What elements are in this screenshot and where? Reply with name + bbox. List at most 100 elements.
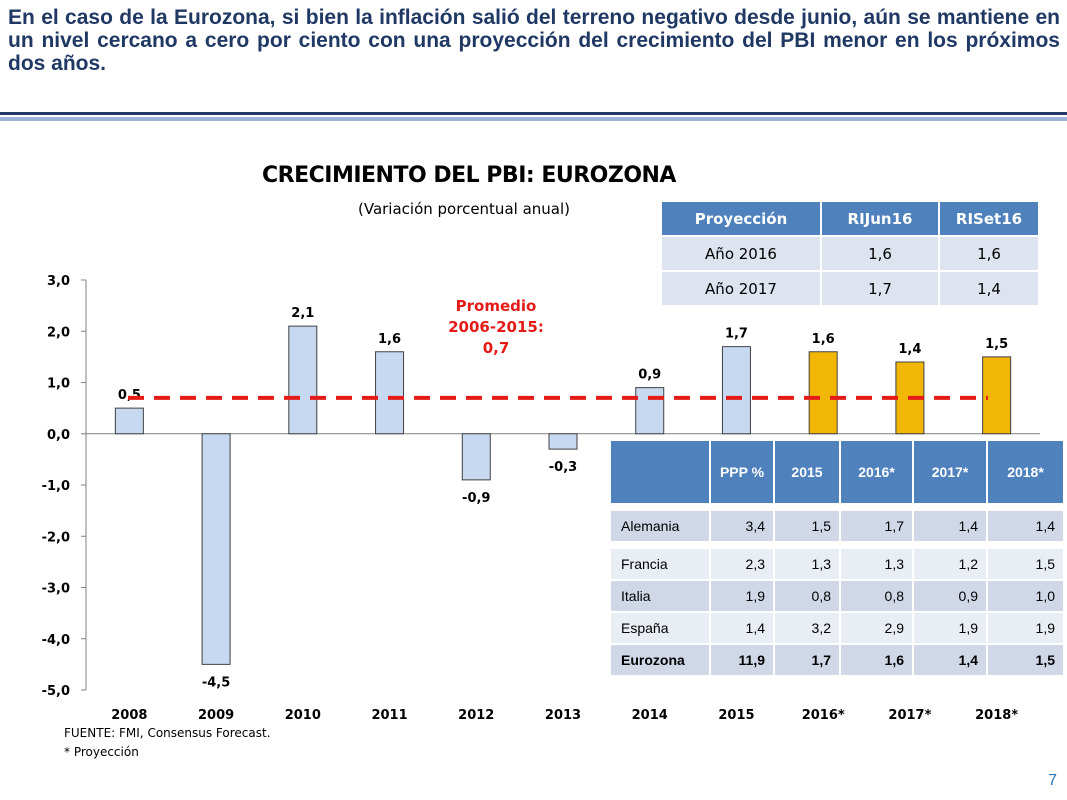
y-tick-label: -2,0	[42, 530, 70, 545]
data-label: 0,9	[638, 368, 661, 383]
table-cell: 1,3	[839, 547, 914, 581]
table-cell: 1,5	[773, 509, 841, 543]
y-tick-label: 0,0	[47, 428, 70, 443]
table-cell: 0,8	[839, 579, 914, 613]
table-cell: 3,2	[773, 611, 841, 645]
y-tick-label: -3,0	[42, 582, 70, 597]
table-cell: 0,8	[773, 579, 841, 613]
table-cell: 1,7	[839, 509, 914, 543]
y-tick-label: 3,0	[47, 274, 70, 289]
table-cell: 1,2	[912, 547, 988, 581]
country-cell: Alemania	[609, 509, 711, 543]
table-spacer	[610, 542, 1064, 548]
x-tick-label: 2013	[545, 708, 581, 723]
table-row: España 1,4 3,2 2,9 1,9 1,9	[609, 611, 1065, 645]
projection-header-cell: Proyección	[660, 200, 822, 237]
average-label: Promedio	[456, 297, 537, 315]
x-tick-label: 2012	[458, 708, 494, 723]
data-label: 1,5	[985, 337, 1008, 352]
table-row: Italia 1,9 0,8 0,8 0,9 1,0	[609, 579, 1065, 613]
y-tick-label: -4,0	[42, 633, 70, 648]
table-cell: 3,4	[709, 509, 775, 543]
data-label: -4,5	[202, 675, 230, 690]
table-cell: 11,9	[709, 643, 775, 677]
average-label: 2006-2015:	[448, 318, 544, 336]
x-tick-label: 2009	[198, 708, 234, 723]
country-cell: Italia	[609, 579, 711, 613]
projection-note: * Proyección	[64, 745, 139, 759]
table-cell: 1,7	[820, 270, 940, 307]
projection-header-cell: RISet16	[938, 200, 1040, 237]
ppp-header-cell	[609, 439, 711, 505]
bar	[982, 356, 1012, 435]
bar	[201, 433, 231, 665]
data-label: 2,1	[291, 306, 314, 321]
country-cell: Eurozona	[609, 643, 711, 677]
header-rule	[0, 112, 1067, 115]
x-tick-label: 2010	[285, 708, 321, 723]
y-tick-label: 2,0	[47, 325, 70, 340]
table-cell: 1,4	[986, 509, 1065, 543]
table-cell: 1,4	[709, 611, 775, 645]
bar	[635, 387, 665, 435]
projection-header-cell: RIJun16	[820, 200, 940, 237]
bar	[288, 325, 318, 435]
y-tick-label: -1,0	[42, 479, 70, 494]
table-cell: 1,9	[986, 611, 1065, 645]
ppp-header-cell: PPP %	[709, 439, 775, 505]
x-tick-label: 2017*	[888, 708, 931, 723]
projection-table-header: Proyección RIJun16 RISet16	[660, 200, 1040, 237]
table-cell: 1,0	[986, 579, 1065, 613]
table-row: Año 2016 1,6 1,6	[660, 235, 1040, 272]
chart-subtitle: (Variación porcentual anual)	[358, 200, 570, 218]
x-tick-label: 2018*	[975, 708, 1018, 723]
ppp-header-cell: 2016*	[839, 439, 914, 505]
table-cell: 0,9	[912, 579, 988, 613]
table-cell: Año 2016	[660, 235, 822, 272]
source-note: FUENTE: FMI, Consensus Forecast.	[64, 726, 271, 740]
bar	[808, 351, 838, 435]
bar	[548, 433, 578, 450]
ppp-header-cell: 2018*	[986, 439, 1065, 505]
ppp-header-cell: 2017*	[912, 439, 988, 505]
bar	[461, 433, 491, 481]
average-label: 0,7	[483, 339, 510, 357]
table-row: Año 2017 1,7 1,4	[660, 270, 1040, 307]
table-row-total: Eurozona 11,9 1,7 1,6 1,4 1,5	[609, 643, 1065, 677]
table-cell: 1,6	[938, 235, 1040, 272]
table-cell: 1,7	[773, 643, 841, 677]
x-tick-label: 2015	[718, 708, 754, 723]
country-cell: España	[609, 611, 711, 645]
table-cell: 1,9	[912, 611, 988, 645]
table-cell: 2,3	[709, 547, 775, 581]
table-cell: 1,5	[986, 547, 1065, 581]
projection-table: Proyección RIJun16 RISet16 Año 2016 1,6 …	[660, 200, 1040, 307]
table-cell: 1,5	[986, 643, 1065, 677]
x-tick-label: 2014	[632, 708, 668, 723]
table-cell: 2,9	[839, 611, 914, 645]
slide-header: En el caso de la Eurozona, si bien la in…	[8, 6, 1060, 75]
bar	[721, 346, 751, 435]
header-rule-light	[0, 117, 1067, 121]
data-label: 1,7	[725, 327, 748, 342]
table-cell: Año 2017	[660, 270, 822, 307]
ppp-header-cell: 2015	[773, 439, 841, 505]
x-tick-label: 2011	[371, 708, 407, 723]
y-tick-label: -5,0	[42, 684, 70, 699]
table-cell: 1,6	[839, 643, 914, 677]
table-cell: 1,6	[820, 235, 940, 272]
bar	[114, 407, 144, 435]
y-tick-label: 1,0	[47, 377, 70, 392]
table-row: Francia 2,3 1,3 1,3 1,2 1,5	[609, 547, 1065, 581]
table-cell: 1,4	[912, 643, 988, 677]
data-label: 1,6	[812, 332, 835, 347]
bar	[375, 351, 405, 435]
x-tick-label: 2008	[111, 708, 147, 723]
table-spacer	[610, 504, 1064, 510]
table-cell: 1,4	[938, 270, 1040, 307]
data-label: 0,5	[118, 388, 141, 403]
ppp-table: PPP % 2015 2016* 2017* 2018* Alemania 3,…	[609, 439, 1065, 677]
country-cell: Francia	[609, 547, 711, 581]
data-label: 1,6	[378, 332, 401, 347]
